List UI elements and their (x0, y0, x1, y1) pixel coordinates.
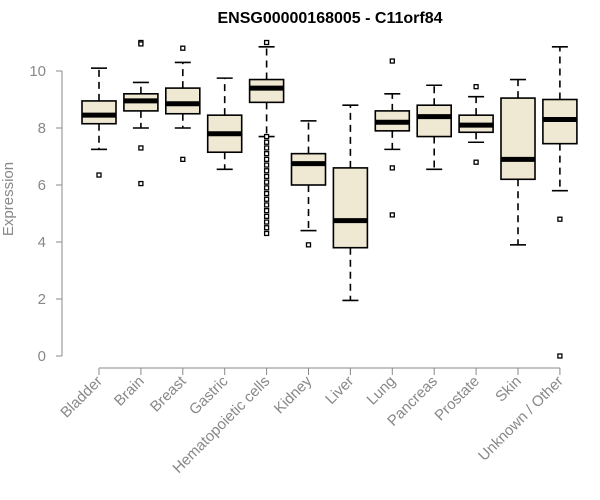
outlier-point (263, 162, 270, 168)
chart-title: ENSG00000168005 - C11orf84 (217, 10, 442, 27)
outlier-point (389, 212, 395, 218)
box-bladder (81, 67, 117, 178)
box-iqr (290, 152, 327, 186)
outlier-point (263, 213, 270, 220)
outlier-point (473, 159, 479, 165)
outlier-point (557, 216, 563, 222)
outlier-point (263, 219, 270, 225)
outlier-point (263, 39, 270, 46)
box-liver (332, 104, 369, 302)
y-axis-label: Expression (0, 162, 17, 236)
box-prostate (458, 84, 494, 165)
outlier-point (473, 84, 479, 90)
y-tick-label: 6 (38, 177, 46, 194)
x-tick-label: Lung (364, 373, 400, 409)
x-tick-label: Liver (322, 373, 357, 408)
box-lung (374, 58, 411, 218)
outlier-point (263, 145, 270, 151)
outlier-point (138, 41, 144, 47)
box-iqr (332, 167, 369, 249)
outlier-point (263, 168, 270, 174)
box-iqr (416, 104, 453, 138)
outlier-point (263, 150, 270, 157)
box-iqr (165, 87, 201, 115)
x-tick-label: Kidney (271, 372, 316, 417)
outlier-point (263, 202, 270, 208)
y-tick-label: 2 (38, 291, 46, 308)
y-tick-label: 4 (38, 234, 46, 251)
box-iqr (248, 78, 285, 104)
outlier-point (263, 207, 270, 214)
outlier-point (305, 242, 312, 248)
boxes (81, 39, 578, 359)
outlier-point (138, 145, 144, 151)
y-tick-label: 0 (38, 348, 46, 365)
outlier-point (263, 156, 270, 163)
box-skin (500, 78, 536, 246)
box-pancreas (416, 84, 453, 171)
box-unknown-other (542, 45, 578, 359)
box-hematopoietic-cells (248, 39, 285, 237)
outlier-point (263, 230, 270, 237)
outlier-point (138, 180, 144, 187)
outlier-point (263, 190, 270, 197)
box-breast (165, 45, 201, 163)
outlier-point (263, 173, 270, 180)
outlier-point (263, 185, 270, 191)
outlier-point (389, 165, 395, 171)
outlier-point (180, 45, 186, 51)
box-iqr (81, 100, 117, 125)
x-tick-label: Bladder (57, 373, 106, 422)
x-tick-label: Prostate (431, 373, 483, 425)
outlier-point (263, 196, 270, 202)
box-kidney (290, 120, 327, 248)
x-tick-label: Brain (111, 373, 148, 410)
outlier-point (263, 139, 270, 145)
outlier-point (557, 353, 563, 359)
outlier-point (263, 179, 270, 185)
y-tick-label: 10 (29, 63, 46, 80)
box-brain (123, 39, 159, 187)
box-iqr (500, 97, 536, 181)
outlier-point (96, 172, 102, 178)
outlier-point (263, 225, 270, 231)
outlier-point (180, 156, 186, 163)
box-gastric (206, 77, 243, 171)
y-tick-label: 8 (38, 120, 46, 137)
outlier-point (263, 133, 270, 140)
x-tick-label: Skin (492, 373, 525, 406)
outlier-point (389, 58, 395, 64)
x-tick-label: Breast (147, 372, 190, 415)
